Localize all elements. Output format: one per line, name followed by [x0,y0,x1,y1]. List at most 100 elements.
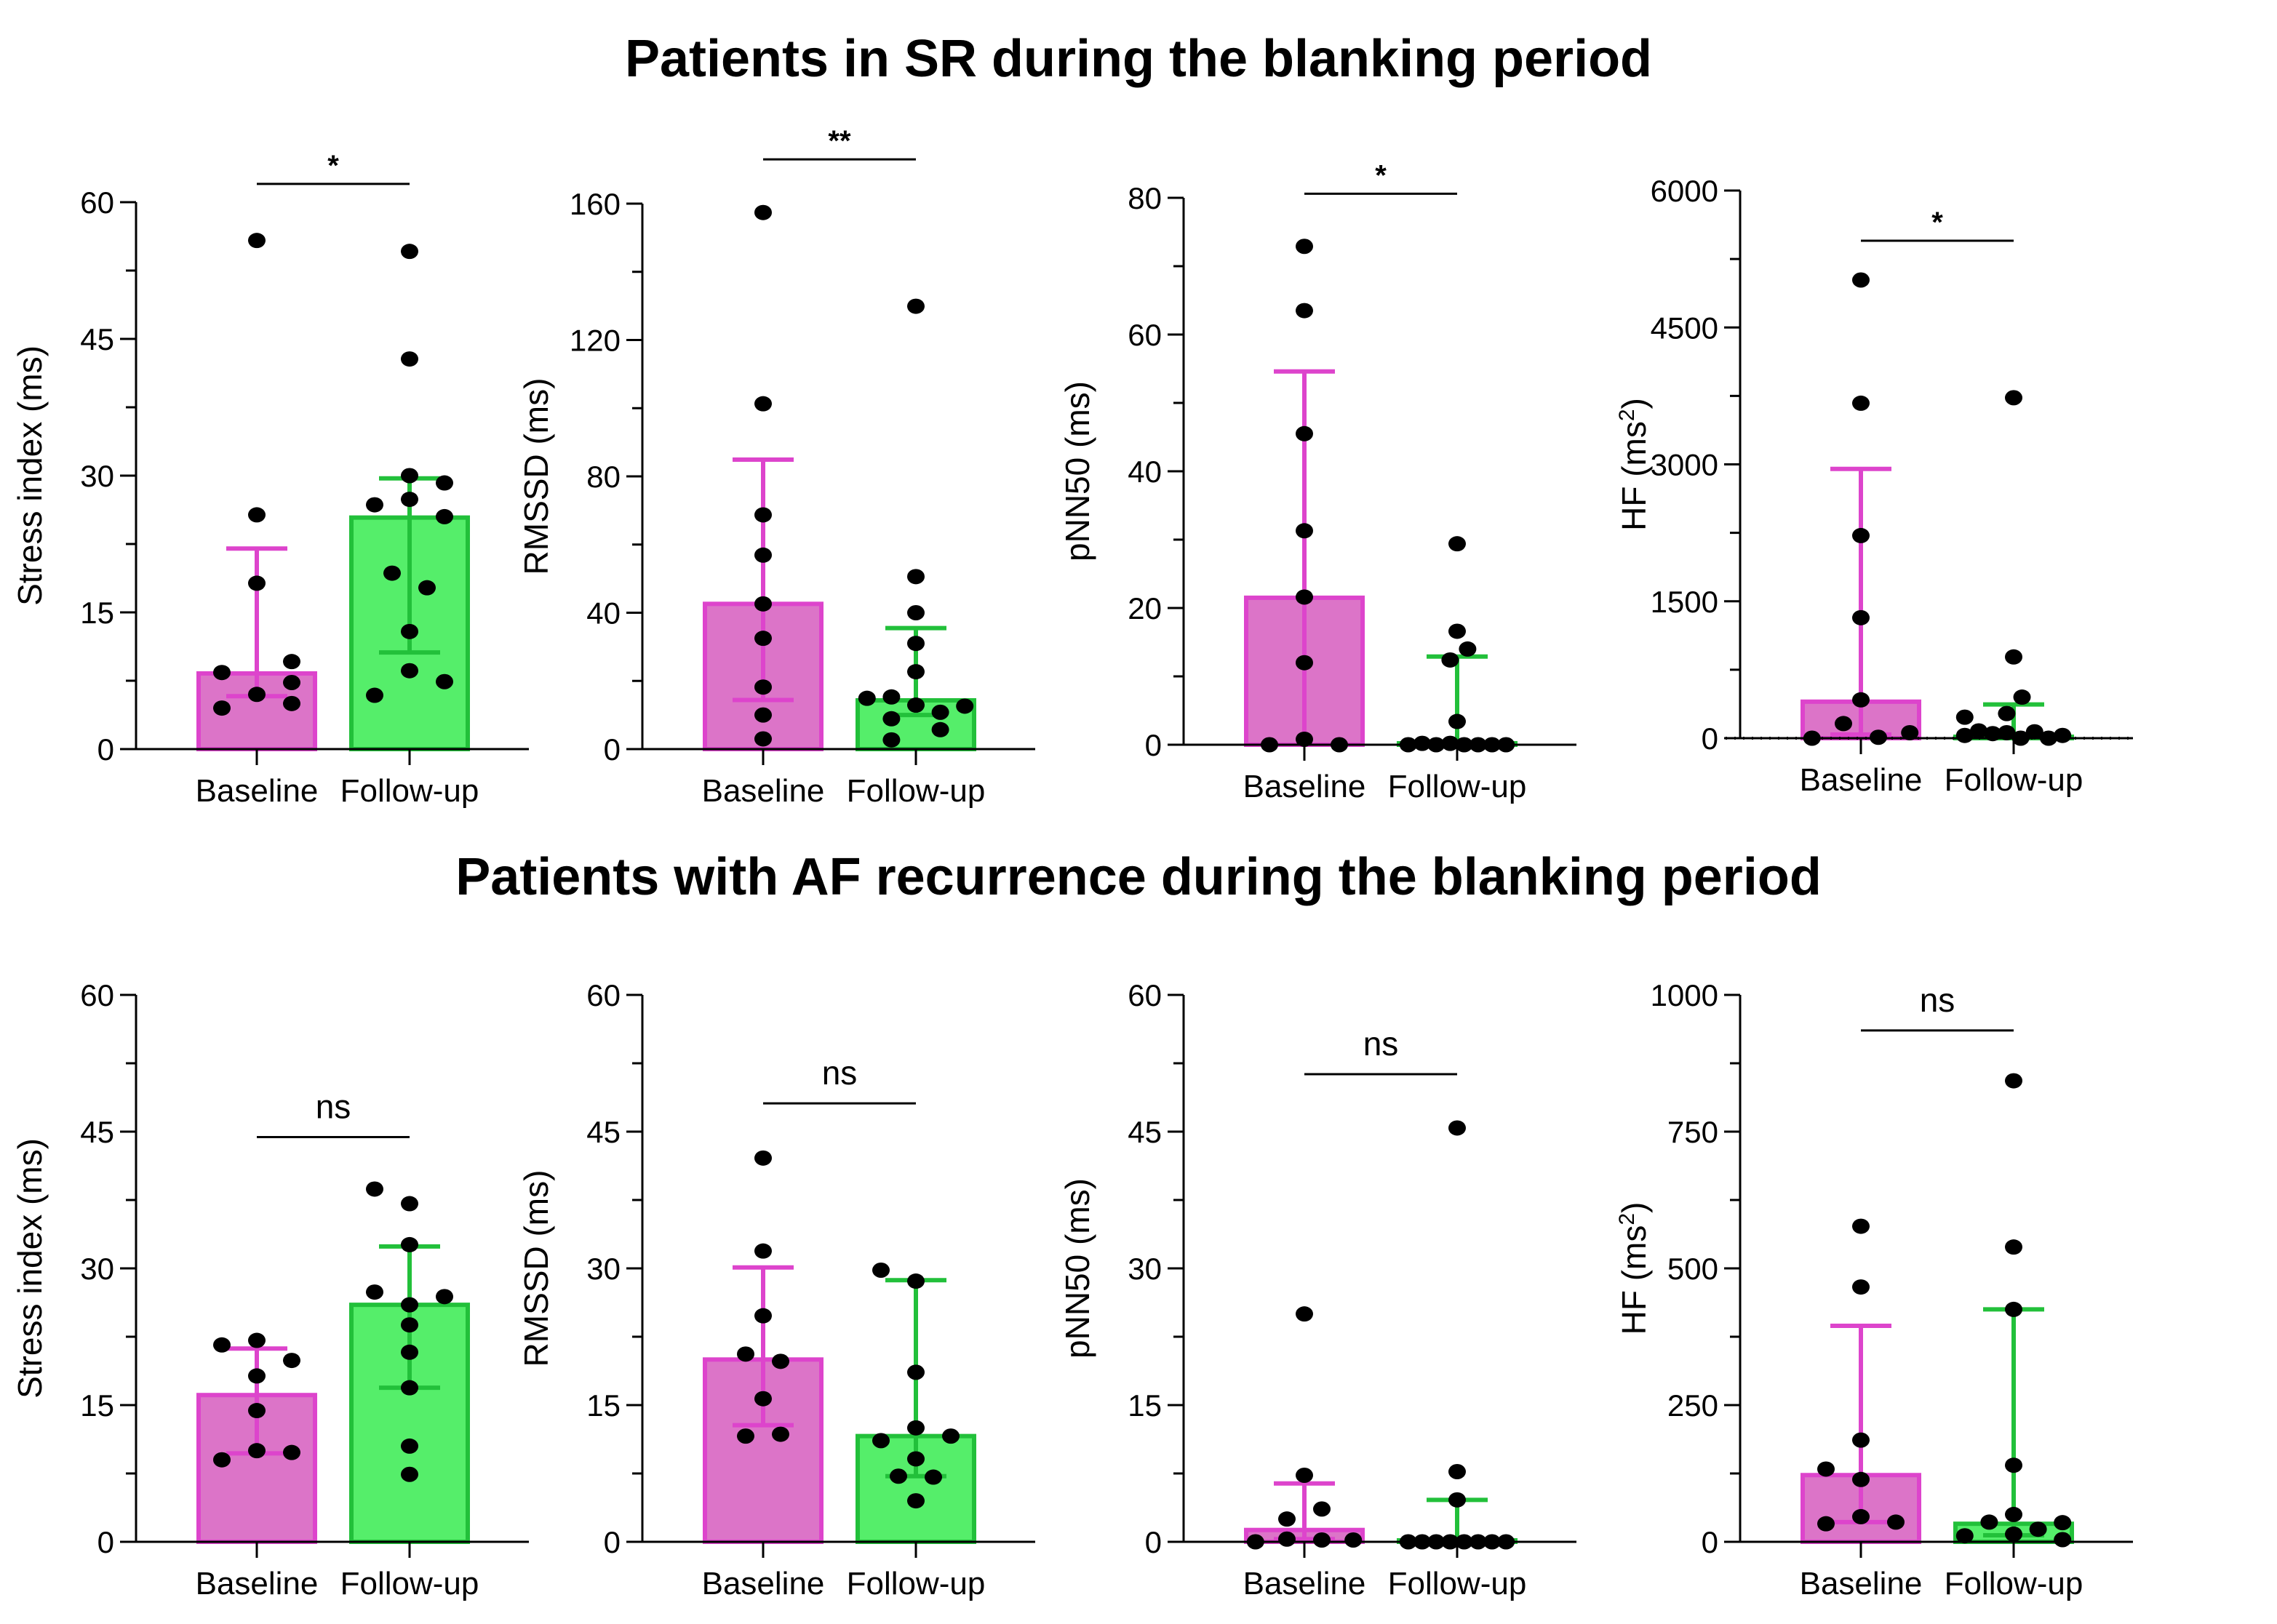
data-point [858,690,876,706]
data-point [1998,724,2016,740]
data-point [1980,1514,1998,1530]
data-point [383,565,401,581]
data-point [1852,1508,1870,1524]
y-tick-label: 0 [604,732,621,767]
data-point [1955,1528,1974,1544]
data-point [1448,536,1466,552]
y-tick-label: 15 [1128,1388,1162,1423]
x-tick-label: Follow-up [1388,769,1527,804]
data-point [872,1263,890,1279]
y-tick-label: 4500 [1651,311,1718,345]
row-title-sr: Patients in SR during the blanking perio… [624,30,1653,88]
y-axis-label: RMSSD (ms) [517,378,555,575]
data-point [1852,527,1870,543]
x-tick-label: Baseline [1800,762,1923,798]
data-point [248,1332,266,1348]
data-point [772,1353,789,1369]
data-point [754,204,772,220]
y-tick-label: 15 [80,596,114,630]
significance-label: ns [1363,1025,1399,1063]
data-point [907,1364,925,1380]
data-point [1441,735,1459,751]
data-point [401,244,418,260]
data-point [401,468,418,484]
panel-sr-hf: 0 1500 3000 4500 6000 Baseline Follow-up HF (ms… [1615,174,2133,798]
y-axis-label: HF (ms2) [1615,1202,1654,1335]
data-point [401,623,418,639]
y-tick-label: 0 [1145,1525,1162,1559]
panel-af-stress: 0 15 30 45 60 Baseline Follow-up Stress index (… [11,978,529,1601]
y-tick-label: 40 [586,596,621,631]
data-point [1852,1218,1870,1234]
y-axis-label-superscript: 2 [1615,409,1639,421]
data-point [213,1452,231,1468]
data-point [2054,727,2072,743]
data-point [283,675,300,691]
data-point [1852,692,1870,708]
data-point [907,1273,925,1289]
y-axis-label: RMSSD (ms) [517,1170,555,1367]
data-point [401,663,418,679]
y-tick-label: 500 [1667,1252,1718,1286]
data-point [2005,1457,2022,1473]
y-tick-label: 60 [1128,978,1162,1012]
data-point [1344,1532,1363,1548]
data-point [882,689,901,705]
data-point [2005,1526,2022,1542]
data-point [1852,609,1870,625]
significance-label: ns [316,1088,351,1126]
panel-af-pnn50: 0 15 30 45 60 Baseline Follow-up pNN50 (ms) ns [1058,978,1576,1601]
data-point [754,596,772,612]
data-point [907,1451,925,1467]
significance-label: ns [822,1054,858,1092]
x-tick-label: Follow-up [1945,1566,2083,1601]
data-point [882,711,901,727]
significance-label: * [1931,207,1943,239]
data-point [436,508,453,524]
data-point [1296,523,1313,539]
data-point [283,1353,300,1369]
data-point [2005,649,2022,665]
data-point [907,697,925,713]
data-point [1448,713,1466,729]
data-point [436,1289,453,1305]
y-axis-label: HF (ms2) [1615,398,1654,531]
y-tick-label: 0 [97,1525,114,1559]
x-tick-label: Baseline [196,1566,319,1601]
data-point [772,1426,789,1442]
data-point [248,1403,266,1419]
y-tick-label: 0 [1702,721,1718,756]
data-point [1296,1468,1313,1484]
data-point [2005,1506,2022,1522]
data-point [248,507,266,523]
data-point [248,575,266,591]
data-point [401,1438,418,1454]
data-point [1296,425,1313,441]
panel-af-hf: 0 250 500 750 1000 Baseline Follow-up HF (ms2) n… [1615,978,2133,1601]
y-tick-label: 45 [1128,1115,1162,1149]
y-tick-label: 80 [586,460,621,494]
data-point [436,475,453,491]
data-point [1296,655,1313,671]
data-point [401,1317,418,1333]
x-tick-label: Baseline [702,1566,825,1601]
y-tick-label: 3000 [1651,448,1718,482]
data-point [956,698,974,714]
data-point [1448,623,1466,639]
data-point [1998,705,2016,721]
data-point [1887,1514,1905,1530]
data-point [1313,1532,1331,1548]
y-tick-label: 0 [604,1525,621,1559]
data-point [1901,724,1919,740]
y-tick-label: 0 [97,732,114,767]
y-tick-label: 60 [80,185,114,220]
data-point [283,695,300,711]
y-tick-label: 1000 [1651,978,1718,1012]
y-tick-label: 15 [586,1388,621,1423]
data-point [2054,1532,2072,1548]
x-tick-label: Follow-up [1388,1566,1527,1601]
data-point [401,492,418,508]
data-point [1313,1501,1331,1517]
data-point [907,664,925,680]
data-point [401,351,418,367]
